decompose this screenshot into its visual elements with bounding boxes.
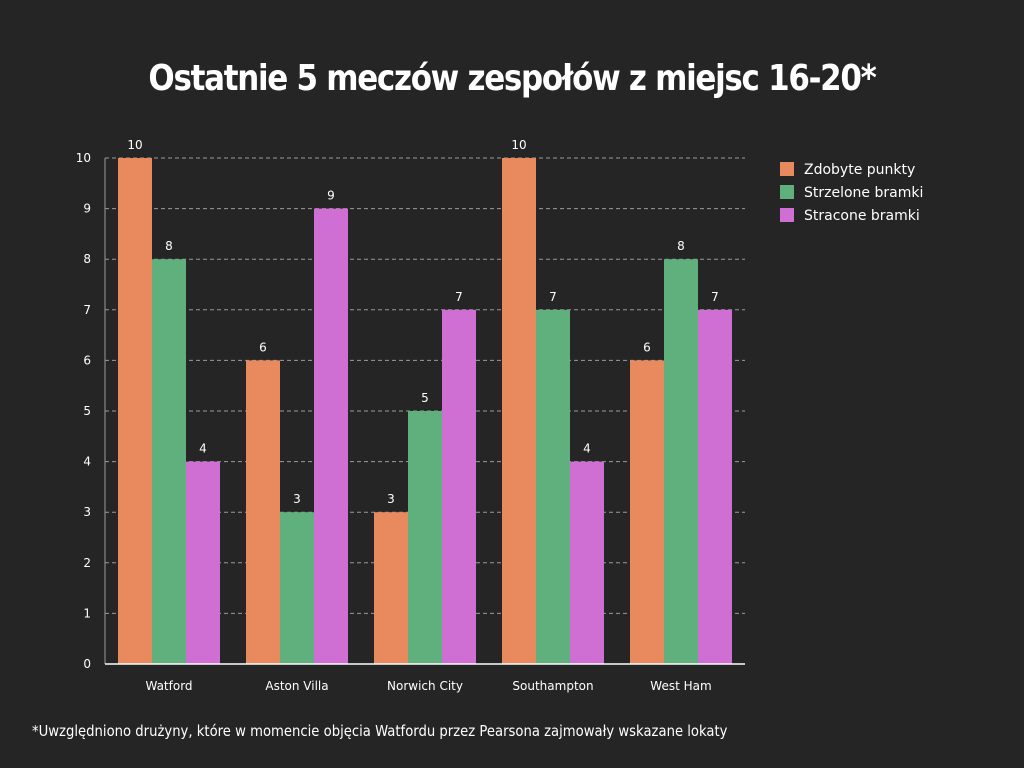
bar bbox=[698, 309, 732, 664]
y-tick-label: 4 bbox=[83, 455, 91, 469]
bar bbox=[280, 512, 314, 664]
y-tick-label: 7 bbox=[83, 303, 91, 317]
data-label: 7 bbox=[549, 290, 557, 304]
y-tick-label: 1 bbox=[83, 606, 91, 620]
legend-swatch bbox=[780, 162, 794, 176]
axes bbox=[104, 158, 745, 665]
legend-label: Strzelone bramki bbox=[804, 185, 923, 201]
x-tick-label: West Ham bbox=[650, 679, 711, 693]
bar bbox=[570, 461, 604, 664]
data-label: 8 bbox=[677, 239, 685, 253]
bar bbox=[630, 360, 664, 664]
legend: Zdobyte punkty Strzelone bramki Stracone b… bbox=[780, 162, 923, 224]
x-tick-labels: Watford Aston Villa Norwich City Southampto… bbox=[145, 679, 711, 693]
data-label: 6 bbox=[643, 340, 651, 354]
y-tick-label: 6 bbox=[83, 353, 91, 367]
bars bbox=[118, 158, 732, 664]
y-tick-label: 5 bbox=[83, 404, 91, 418]
bar bbox=[314, 208, 348, 664]
bar bbox=[536, 309, 570, 664]
data-label: 8 bbox=[165, 239, 173, 253]
data-label: 10 bbox=[127, 138, 142, 152]
x-tick-label: Aston Villa bbox=[265, 679, 328, 693]
y-tick-label: 8 bbox=[83, 252, 91, 266]
data-label: 7 bbox=[455, 290, 463, 304]
data-label: 5 bbox=[421, 391, 429, 405]
data-label: 6 bbox=[259, 340, 267, 354]
bar bbox=[442, 309, 476, 664]
bar bbox=[186, 461, 220, 664]
legend-swatch bbox=[780, 208, 794, 222]
y-tick-label: 0 bbox=[83, 657, 91, 671]
chart-title: Ostatnie 5 meczów zespołów z miejsc 16-2… bbox=[148, 58, 876, 99]
legend-swatch bbox=[780, 185, 794, 199]
data-label: 3 bbox=[293, 492, 301, 506]
y-tick-label: 10 bbox=[76, 151, 91, 165]
bar bbox=[118, 158, 152, 664]
data-label: 4 bbox=[583, 442, 591, 456]
data-labels: 10 8 4 6 3 9 3 5 7 10 7 4 6 8 7 bbox=[127, 138, 718, 506]
footnote: *Uwzględniono drużyny, które w momencie … bbox=[32, 722, 728, 740]
y-tick-label: 2 bbox=[83, 556, 91, 570]
data-label: 7 bbox=[711, 290, 719, 304]
data-label: 4 bbox=[199, 442, 207, 456]
y-tick-labels: 0 1 2 3 4 5 6 7 8 9 10 bbox=[76, 151, 91, 671]
data-label: 3 bbox=[387, 492, 395, 506]
bar bbox=[152, 259, 186, 664]
y-tick-label: 3 bbox=[83, 505, 91, 519]
bar bbox=[664, 259, 698, 664]
bar bbox=[374, 512, 408, 664]
bar bbox=[502, 158, 536, 664]
x-tick-label: Watford bbox=[145, 679, 192, 693]
legend-label: Zdobyte punkty bbox=[804, 162, 915, 178]
y-tick-label: 9 bbox=[83, 202, 91, 216]
data-label: 10 bbox=[511, 138, 526, 152]
x-tick-label: Norwich City bbox=[387, 679, 463, 693]
data-label: 9 bbox=[327, 189, 335, 203]
bar bbox=[246, 360, 280, 664]
bar bbox=[408, 411, 442, 664]
legend-label: Stracone bramki bbox=[804, 208, 920, 224]
x-tick-label: Southampton bbox=[512, 679, 593, 693]
